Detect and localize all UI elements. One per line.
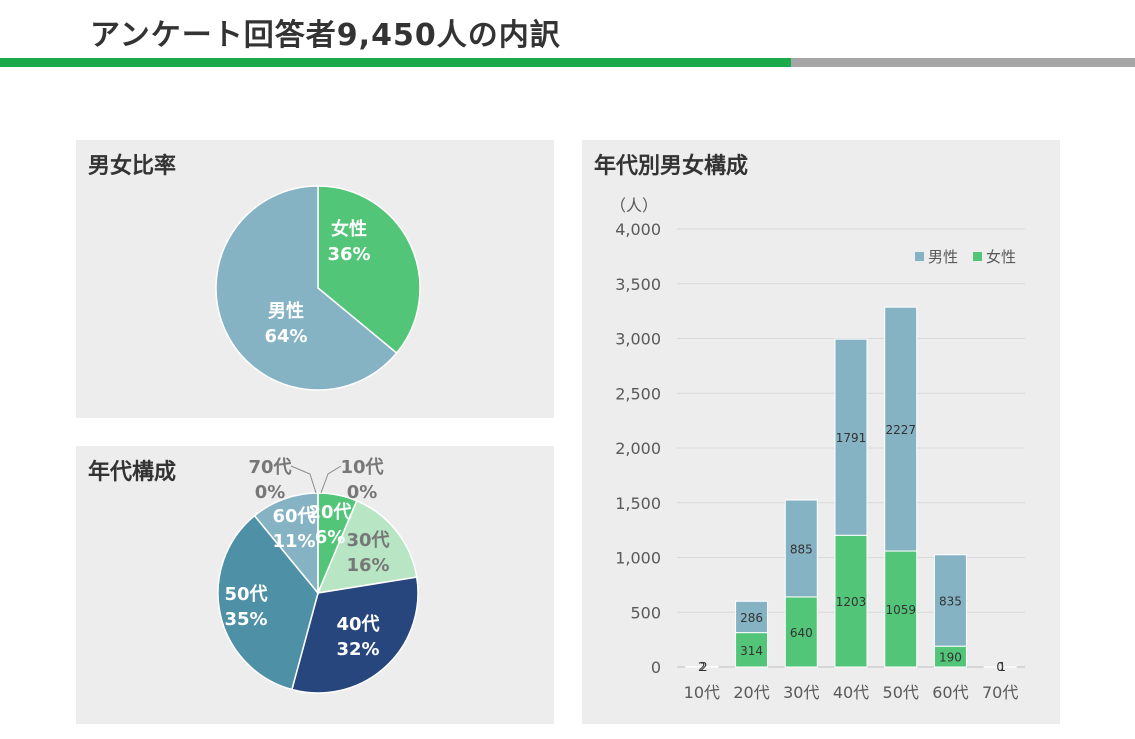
y-tick-label-2: 1,000 [615,549,661,568]
pie-value-label-4: 35% [224,609,267,630]
age-composition-panel: 年代構成 10代 0% 20代 6% 30代 16% 40代 32% 50代 35% 60代 11% 7… [76,446,554,724]
legend-swatch-female [973,252,982,261]
bar-female-value-1: 314 [740,644,763,658]
x-tick-label-5: 60代 [932,683,968,702]
pie-slice-2 [316,499,418,594]
pie-leader-line-0 [320,465,342,494]
age-gender-title: 年代別男女構成 [594,154,749,179]
bar-male-5 [933,554,967,647]
y-tick-label-3: 1,500 [615,494,661,513]
pie-value-label-2: 16% [346,555,389,576]
pie-label-0: 女性 [331,218,367,240]
pie-slice-0 [317,185,421,355]
pie-slice-1 [215,185,398,391]
pie-value-label-1: 6% [315,527,346,548]
bar-female-3 [834,534,868,668]
bar-female-value-0: 2 [698,660,706,674]
stacked-bar-chart: 0 500 1,000 1,500 2,000 2,500 3,000 3,500 4,000 （… [610,196,1025,702]
pie-value-label-6: 0% [255,482,286,503]
pie-label-4: 50代 [224,584,267,605]
x-tick-label-2: 30代 [783,683,819,702]
pie-value-label-0: 36% [327,244,370,265]
bar-male-2 [784,499,818,598]
legend-label-male: 男性 [928,248,958,266]
page-title: アンケート回答者9,450人の内訳 [90,18,561,53]
legend-label-female: 女性 [986,248,1016,266]
bar-female-value-5: 190 [939,651,962,665]
pie-slice-4 [217,514,319,691]
bar-male-value-1: 286 [740,611,763,625]
bar-male-1 [735,600,769,634]
x-tick-label-0: 10代 [684,683,720,702]
pie-label-3: 40代 [336,614,379,635]
pie-value-label-1: 64% [264,326,307,347]
pie-label-5: 60代 [272,506,315,527]
pie-slice-5 [253,492,319,596]
x-tick-label-4: 50代 [883,683,919,702]
y-tick-label-1: 500 [630,603,661,622]
bar-male-value-4: 2227 [885,423,916,437]
pie-leader-line-6 [290,465,317,494]
bar-female-value-3: 1203 [836,595,867,609]
x-tick-label-1: 20代 [733,683,769,702]
bar-male-value-0: 2 [700,660,708,674]
gender-pie-chart: 女性 36% 男性 64% [215,185,421,391]
x-tick-label-3: 40代 [833,683,869,702]
bar-female-value-4: 1059 [885,603,916,617]
y-axis-unit-label: （人） [610,196,658,215]
y-tick-label-4: 2,000 [615,439,661,458]
gender-ratio-panel: 男女比率 女性 36% 男性 64% [76,140,554,418]
bar-male-3 [834,338,868,536]
pie-label-1: 20代 [308,502,351,523]
pie-label-0: 10代 [340,457,383,478]
y-tick-label-7: 3,500 [615,275,661,294]
y-tick-label-0: 0 [651,658,661,677]
x-tick-label-6: 70代 [982,683,1018,702]
pie-value-label-3: 32% [336,639,379,660]
title-underline-green [0,58,791,67]
age-gender-panel: 年代別男女構成 0 500 1,000 1,500 2,000 2,500 3,000 3,5… [582,140,1060,724]
bar-female-value-6: 0 [996,660,1004,674]
pie-value-label-0: 0% [347,482,378,503]
y-tick-label-8: 4,000 [615,220,661,239]
bar-female-1 [735,632,769,668]
pie-slice-3 [290,576,419,694]
pie-label-2: 30代 [346,530,389,551]
bar-male-value-5: 835 [939,594,962,608]
age-composition-title: 年代構成 [88,460,177,485]
bar-male-value-3: 1791 [836,431,867,445]
y-tick-label-5: 2,500 [615,384,661,403]
pie-value-label-5: 11% [272,531,315,552]
legend-swatch-male [915,252,924,261]
y-tick-label-6: 3,000 [615,330,661,349]
bar-male-value-2: 885 [790,542,813,556]
bar-female-value-2: 640 [790,626,813,640]
pie-label-1: 男性 [268,300,304,322]
pie-label-6: 70代 [248,457,291,478]
title-underline-gray [791,58,1135,67]
bar-male-4 [884,306,918,552]
bar-male-value-6: 1 [998,660,1006,674]
gender-ratio-title: 男女比率 [88,154,177,179]
